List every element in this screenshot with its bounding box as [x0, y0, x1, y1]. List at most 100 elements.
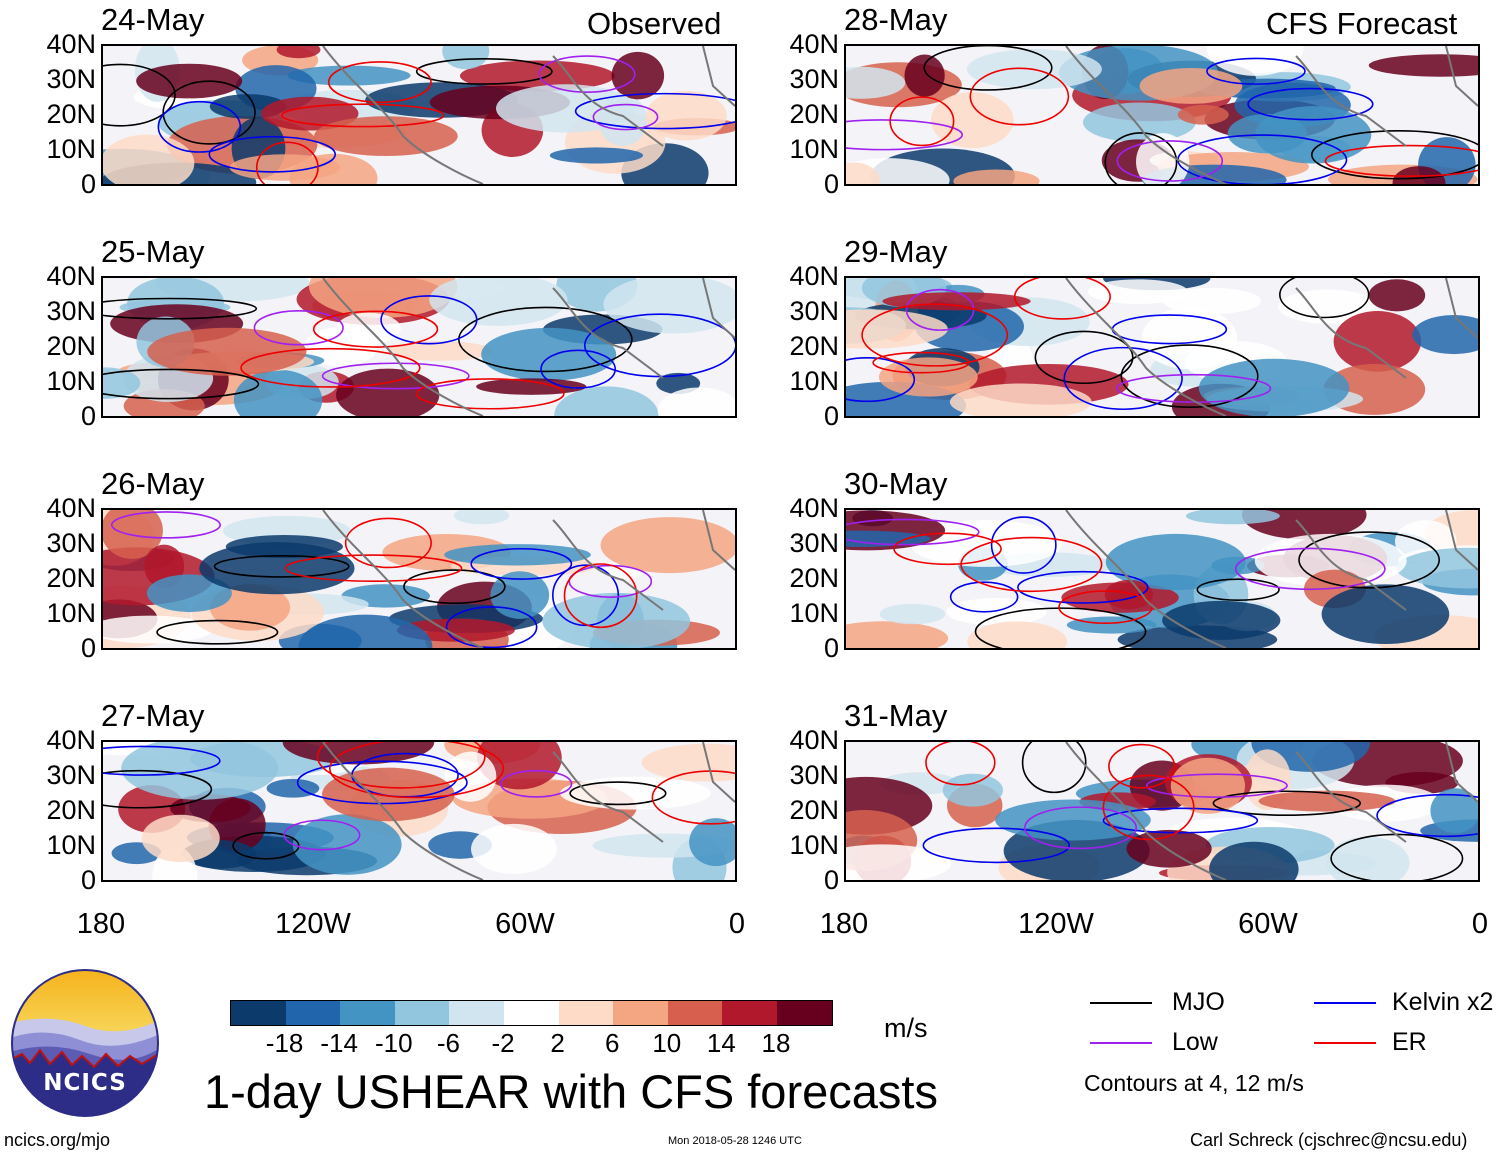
- y-tick-label: 40N: [789, 29, 839, 59]
- panel-date-label: 30-May: [844, 466, 948, 501]
- y-tick-label: 0: [823, 865, 839, 895]
- shear-anomaly-blob: [611, 51, 665, 100]
- x-tick-label: 60W: [495, 908, 555, 940]
- shear-anomaly-blob: [170, 794, 251, 823]
- colorbar-swatch: [776, 1001, 832, 1025]
- shear-field: [846, 278, 1478, 416]
- shear-anomaly-blob: [146, 574, 232, 613]
- contour-mjo: [103, 297, 258, 320]
- contour-kelvin-x2: [157, 100, 242, 153]
- contour-mjo: [232, 831, 300, 860]
- heatmap-panel: [844, 44, 1480, 186]
- contour-er: [1324, 144, 1478, 177]
- y-tick-label: 20N: [789, 99, 839, 129]
- shear-anomaly-blob: [542, 592, 691, 648]
- shear-field: [846, 742, 1478, 880]
- colorbar-swatch: [394, 1001, 450, 1025]
- y-tick-label: 20N: [789, 795, 839, 825]
- contour-kelvin-x2: [949, 581, 1019, 613]
- contour-low: [1116, 140, 1224, 182]
- shear-anomaly-blob: [336, 368, 440, 416]
- shear-anomaly-blob: [882, 292, 1031, 311]
- contour-low: [905, 288, 975, 331]
- contour-er: [280, 103, 445, 128]
- contour-mjo: [403, 569, 506, 604]
- shear-anomaly-blob: [453, 510, 510, 525]
- contour-kelvin-x2: [296, 760, 468, 805]
- shear-anomaly-blob: [1368, 279, 1426, 312]
- colorbar: [230, 1000, 833, 1026]
- figure-title: 1-day USHEAR with CFS forecasts: [204, 1065, 938, 1118]
- heatmap-panel: [101, 508, 737, 650]
- shear-anomaly-blob: [1177, 104, 1229, 125]
- y-tick-label: 10N: [46, 134, 96, 164]
- column-label: CFS Forecast: [1266, 6, 1458, 41]
- contour-er: [893, 532, 1002, 566]
- shear-anomaly-blob: [600, 517, 735, 574]
- y-tick-label: 0: [80, 401, 96, 431]
- shear-anomaly-blob: [846, 162, 880, 184]
- contour-kelvin-x2: [574, 92, 735, 130]
- legend-swatch-kelvin: [1314, 1002, 1376, 1004]
- shear-field: [103, 46, 735, 184]
- shear-anomaly-blob: [495, 84, 636, 133]
- contour-mjo: [1120, 344, 1259, 408]
- y-tick-label: 30N: [789, 296, 839, 326]
- coastline: [1065, 46, 1478, 184]
- contour-er: [925, 742, 996, 786]
- contour-mjo: [1212, 790, 1362, 817]
- contour-mjo: [974, 607, 1147, 648]
- y-tick-label: 20N: [46, 563, 96, 593]
- contour-kelvin-x2: [208, 135, 337, 173]
- colorbar-swatch: [449, 1001, 504, 1025]
- contour-er: [316, 742, 486, 789]
- y-tick-label: 10N: [789, 598, 839, 628]
- colorbar-swatch: [231, 1001, 286, 1025]
- contour-kelvin-x2: [1376, 793, 1478, 838]
- heatmap-panel: [844, 508, 1480, 650]
- panel-date-label: 28-May: [844, 2, 948, 37]
- shear-anomaly-blob: [322, 767, 455, 822]
- legend-swatch-low: [1090, 1042, 1152, 1044]
- colorbar-tick-label: -10: [375, 1028, 413, 1058]
- contour-er: [327, 61, 432, 103]
- footer-site[interactable]: ncics.org/mjo: [4, 1130, 111, 1150]
- colorbar-swatch: [613, 1001, 668, 1025]
- shear-anomaly-blob: [308, 278, 458, 318]
- contour-mjo: [103, 769, 213, 809]
- coastline: [322, 742, 735, 880]
- contour-mjo: [1104, 132, 1178, 184]
- shear-anomaly-blob: [444, 544, 591, 566]
- colorbar-tick-label: 18: [761, 1028, 791, 1058]
- contour-er: [240, 347, 421, 388]
- shear-anomaly-blob: [953, 169, 1040, 184]
- heatmap-panel: [101, 44, 737, 186]
- contour-er: [1013, 278, 1111, 320]
- shear-anomaly-blob: [930, 92, 1014, 149]
- contour-low: [321, 362, 470, 390]
- shear-anomaly-blob: [689, 818, 735, 867]
- panel-date-label: 24-May: [101, 2, 205, 37]
- colorbar-tick-label: -6: [436, 1028, 460, 1058]
- contour-kelvin-x2: [445, 606, 538, 648]
- y-tick-label: 0: [823, 633, 839, 663]
- contour-low: [1145, 773, 1288, 798]
- contour-mjo: [162, 80, 256, 145]
- contour-kelvin-x2: [1206, 57, 1306, 85]
- y-tick-label: 30N: [46, 528, 96, 558]
- contour-mjo: [458, 306, 633, 373]
- contour-kelvin-x2: [540, 349, 617, 389]
- colorbar-tick-label: -14: [320, 1028, 358, 1058]
- contour-er: [344, 517, 432, 569]
- shear-anomaly-blob: [549, 147, 644, 164]
- y-tick-label: 0: [823, 169, 839, 199]
- colorbar-swatch: [558, 1001, 614, 1025]
- colorbar-tick-label: 2: [550, 1028, 565, 1058]
- shear-anomaly-blob: [1209, 841, 1299, 880]
- logo-text: NCICS: [43, 1070, 127, 1096]
- shear-anomaly-blob: [657, 387, 735, 416]
- coastline: [322, 510, 735, 648]
- shear-anomaly-blob: [1198, 358, 1350, 416]
- y-tick-label: 20N: [46, 795, 96, 825]
- shear-anomaly-blob: [1141, 307, 1238, 370]
